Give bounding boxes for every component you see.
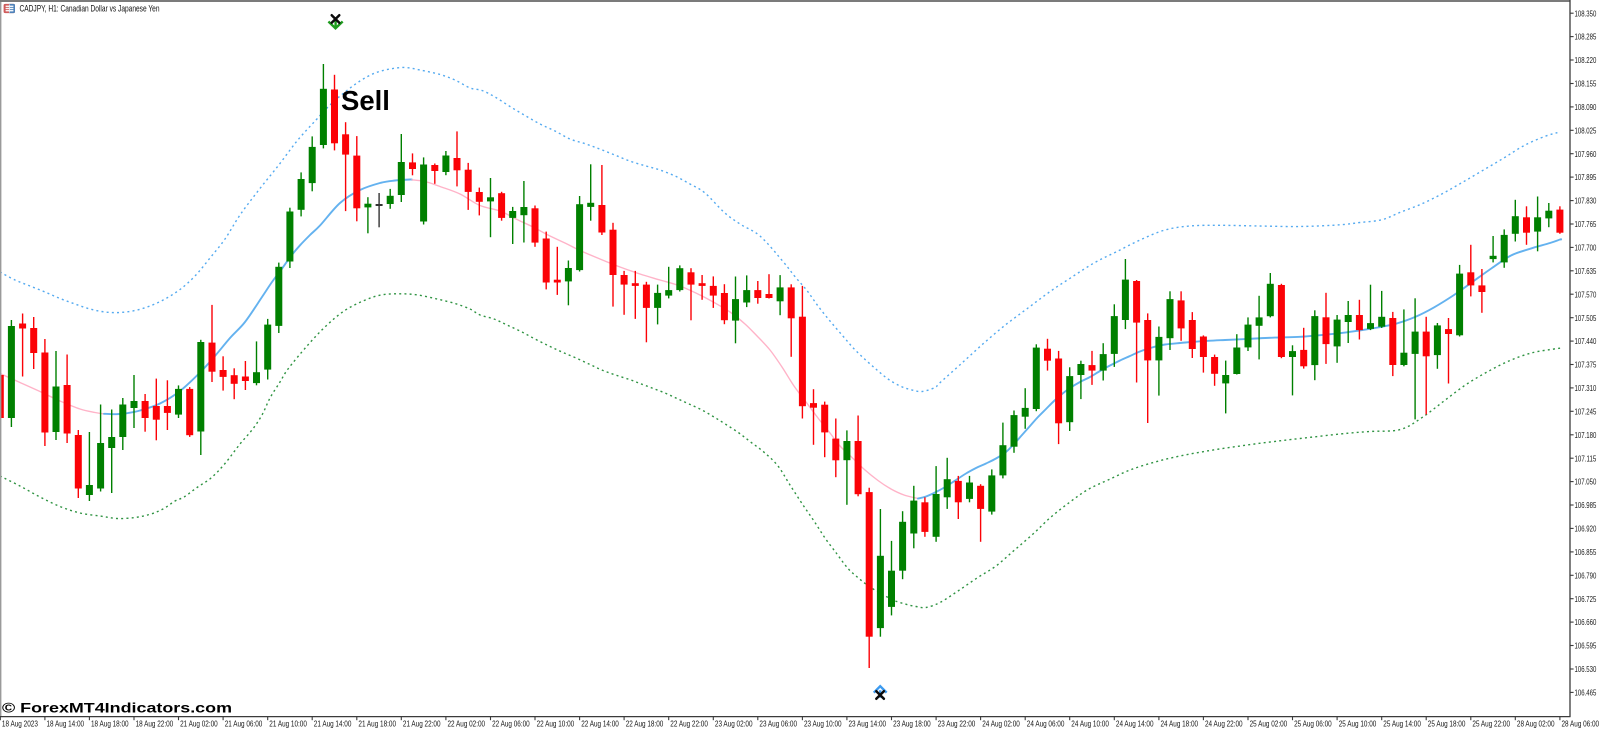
svg-text:108.025: 108.025 [1575,125,1597,135]
svg-text:107.960: 107.960 [1575,149,1597,159]
svg-text:18 Aug 22:00: 18 Aug 22:00 [136,719,174,729]
svg-text:107.570: 107.570 [1575,289,1597,299]
svg-text:25 Aug 06:00: 25 Aug 06:00 [1294,719,1332,729]
svg-text:108.155: 108.155 [1575,79,1597,89]
svg-text:28 Aug 02:00: 28 Aug 02:00 [1517,719,1555,729]
svg-text:25 Aug 14:00: 25 Aug 14:00 [1383,719,1421,729]
svg-text:23 Aug 18:00: 23 Aug 18:00 [893,719,931,729]
svg-text:106.725: 106.725 [1575,594,1597,604]
svg-text:107.895: 107.895 [1575,172,1597,182]
svg-text:18 Aug 18:00: 18 Aug 18:00 [91,719,129,729]
svg-text:Sell: Sell [341,85,390,116]
svg-text:107.505: 107.505 [1575,313,1597,323]
svg-text:107.310: 107.310 [1575,383,1597,393]
svg-text:107.115: 107.115 [1575,453,1597,463]
svg-text:107.440: 107.440 [1575,336,1597,346]
svg-text:107.180: 107.180 [1575,430,1597,440]
svg-text:21 Aug 06:00: 21 Aug 06:00 [225,719,263,729]
svg-text:106.920: 106.920 [1575,524,1597,534]
svg-text:22 Aug 06:00: 22 Aug 06:00 [492,719,530,729]
svg-text:22 Aug 22:00: 22 Aug 22:00 [670,719,708,729]
svg-text:108.090: 108.090 [1575,102,1597,112]
svg-text:106.790: 106.790 [1575,570,1597,580]
svg-text:24 Aug 22:00: 24 Aug 22:00 [1205,719,1243,729]
svg-text:23 Aug 10:00: 23 Aug 10:00 [804,719,842,729]
svg-text:22 Aug 18:00: 22 Aug 18:00 [626,719,664,729]
svg-text:21 Aug 18:00: 21 Aug 18:00 [358,719,396,729]
svg-text:25 Aug 22:00: 25 Aug 22:00 [1472,719,1510,729]
svg-text:24 Aug 02:00: 24 Aug 02:00 [982,719,1020,729]
svg-text:18 Aug 14:00: 18 Aug 14:00 [47,719,85,729]
svg-text:23 Aug 14:00: 23 Aug 14:00 [849,719,887,729]
svg-text:106.465: 106.465 [1575,688,1597,698]
svg-text:21 Aug 22:00: 21 Aug 22:00 [403,719,441,729]
svg-text:108.220: 108.220 [1575,55,1597,65]
svg-text:22 Aug 02:00: 22 Aug 02:00 [448,719,486,729]
svg-text:107.245: 107.245 [1575,406,1597,416]
svg-text:22 Aug 10:00: 22 Aug 10:00 [537,719,575,729]
svg-text:107.375: 107.375 [1575,360,1597,370]
svg-text:107.830: 107.830 [1575,196,1597,206]
svg-text:23 Aug 02:00: 23 Aug 02:00 [715,719,753,729]
svg-text:106.985: 106.985 [1575,500,1597,510]
svg-text:107.050: 107.050 [1575,477,1597,487]
svg-text:21 Aug 02:00: 21 Aug 02:00 [180,719,218,729]
svg-text:22 Aug 14:00: 22 Aug 14:00 [581,719,619,729]
svg-text:© ForexMT4Indicators.com: © ForexMT4Indicators.com [2,700,232,716]
svg-text:24 Aug 10:00: 24 Aug 10:00 [1071,719,1109,729]
svg-text:107.700: 107.700 [1575,243,1597,253]
svg-text:25 Aug 18:00: 25 Aug 18:00 [1428,719,1466,729]
svg-text:23 Aug 22:00: 23 Aug 22:00 [938,719,976,729]
svg-text:106.595: 106.595 [1575,641,1597,651]
svg-text:25 Aug 02:00: 25 Aug 02:00 [1250,719,1288,729]
svg-text:108.350: 108.350 [1575,8,1597,18]
svg-text:CADJPY, H1: Canadian Dollar v: CADJPY, H1: Canadian Dollar vs Japanese … [20,3,160,14]
svg-text:21 Aug 10:00: 21 Aug 10:00 [269,719,307,729]
svg-text:24 Aug 14:00: 24 Aug 14:00 [1116,719,1154,729]
svg-text:18 Aug 2023: 18 Aug 2023 [2,719,38,729]
svg-text:23 Aug 06:00: 23 Aug 06:00 [759,719,797,729]
svg-text:24 Aug 18:00: 24 Aug 18:00 [1161,719,1199,729]
svg-text:107.635: 107.635 [1575,266,1597,276]
svg-text:24 Aug 06:00: 24 Aug 06:00 [1027,719,1065,729]
svg-text:25 Aug 10:00: 25 Aug 10:00 [1339,719,1377,729]
svg-text:107.765: 107.765 [1575,219,1597,229]
svg-text:28 Aug 06:00: 28 Aug 06:00 [1562,719,1600,729]
svg-text:106.855: 106.855 [1575,547,1597,557]
svg-text:108.285: 108.285 [1575,32,1597,42]
svg-text:21 Aug 14:00: 21 Aug 14:00 [314,719,352,729]
svg-text:106.530: 106.530 [1575,664,1597,674]
svg-text:106.660: 106.660 [1575,617,1597,627]
